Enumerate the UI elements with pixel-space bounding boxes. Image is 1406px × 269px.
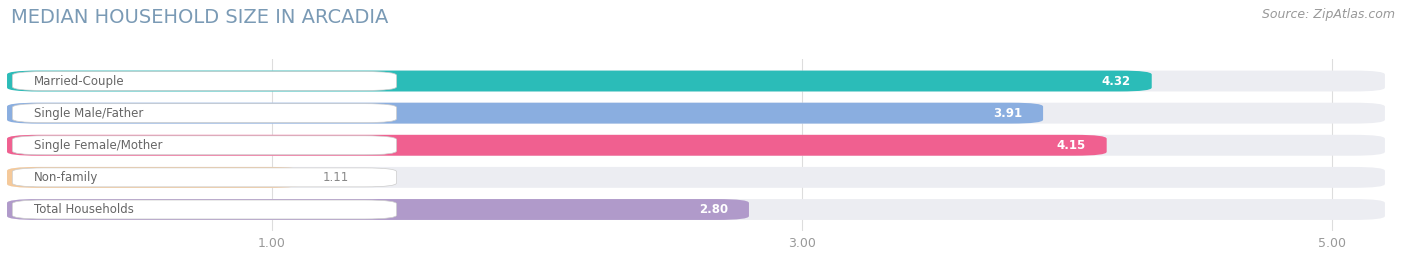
FancyBboxPatch shape xyxy=(7,70,1152,91)
Text: Total Households: Total Households xyxy=(34,203,134,216)
FancyBboxPatch shape xyxy=(7,70,1385,91)
FancyBboxPatch shape xyxy=(7,167,301,188)
FancyBboxPatch shape xyxy=(7,103,1043,123)
FancyBboxPatch shape xyxy=(13,104,396,123)
Text: Married-Couple: Married-Couple xyxy=(34,75,124,87)
FancyBboxPatch shape xyxy=(13,72,396,90)
Text: Single Female/Mother: Single Female/Mother xyxy=(34,139,162,152)
FancyBboxPatch shape xyxy=(13,200,396,219)
Text: 2.80: 2.80 xyxy=(699,203,728,216)
Text: MEDIAN HOUSEHOLD SIZE IN ARCADIA: MEDIAN HOUSEHOLD SIZE IN ARCADIA xyxy=(11,8,388,27)
FancyBboxPatch shape xyxy=(7,167,1385,188)
Text: Source: ZipAtlas.com: Source: ZipAtlas.com xyxy=(1261,8,1395,21)
Text: Single Male/Father: Single Male/Father xyxy=(34,107,143,120)
FancyBboxPatch shape xyxy=(13,136,396,155)
Text: 4.15: 4.15 xyxy=(1056,139,1085,152)
FancyBboxPatch shape xyxy=(7,199,749,220)
Text: 1.11: 1.11 xyxy=(322,171,349,184)
Text: 4.32: 4.32 xyxy=(1101,75,1130,87)
Text: 3.91: 3.91 xyxy=(993,107,1022,120)
FancyBboxPatch shape xyxy=(7,103,1385,123)
Text: Non-family: Non-family xyxy=(34,171,98,184)
FancyBboxPatch shape xyxy=(7,135,1107,156)
FancyBboxPatch shape xyxy=(7,199,1385,220)
FancyBboxPatch shape xyxy=(7,135,1385,156)
FancyBboxPatch shape xyxy=(13,168,396,187)
